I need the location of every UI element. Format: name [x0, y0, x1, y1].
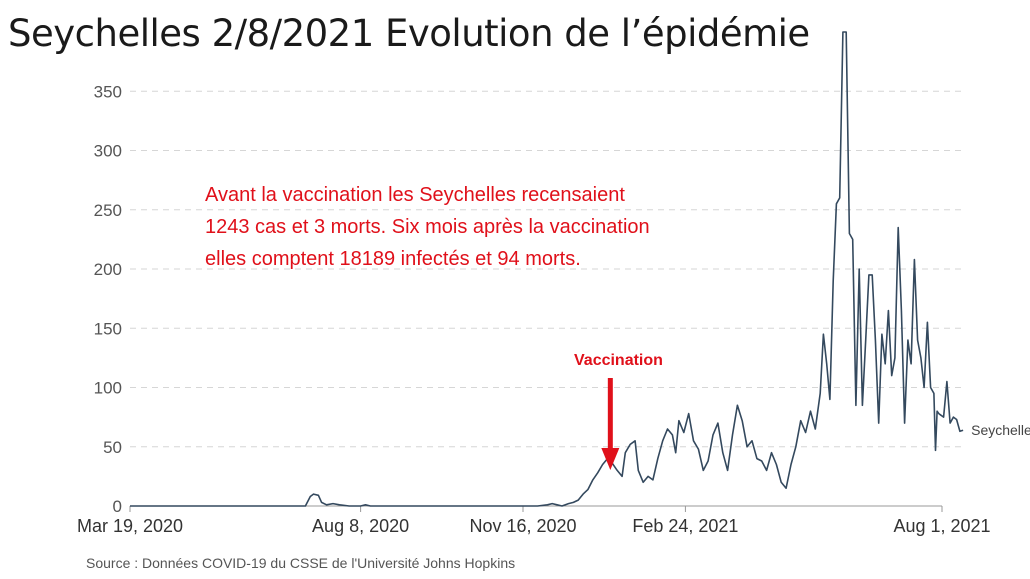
x-tick-label: Nov 16, 2020 — [469, 516, 576, 536]
y-tick-label: 200 — [94, 260, 122, 279]
y-tick-label: 100 — [94, 379, 122, 398]
x-tick-label: Aug 1, 2021 — [893, 516, 990, 536]
series-line-seychelles — [130, 31, 964, 507]
series-label: Seychelles — [971, 422, 1030, 438]
grid-lines — [130, 90, 962, 448]
vaccination-arrow — [601, 378, 620, 470]
y-tick-label: 50 — [103, 438, 122, 457]
annotation-line-2: 1243 cas et 3 morts. Six mois après la v… — [205, 216, 650, 238]
y-axis: 0 50 100 150 200 250 300 350 — [94, 82, 122, 516]
y-tick-label: 0 — [113, 497, 122, 516]
source-note: Source : Données COVID-19 du CSSE de l'U… — [86, 555, 516, 571]
x-tick-label: Feb 24, 2021 — [632, 516, 738, 536]
vaccination-label: Vaccination — [574, 352, 663, 369]
series-layer: Seychelles — [130, 31, 1030, 507]
x-axis: Mar 19, 2020 Aug 8, 2020 Nov 16, 2020 Feb 2… — [77, 505, 991, 536]
chart-title: Seychelles 2/8/2021 Evolution de l’épidé… — [8, 12, 810, 55]
y-tick-label: 150 — [94, 319, 122, 338]
x-tick-label: Mar 19, 2020 — [77, 516, 183, 536]
annotation-line-1: Avant la vaccination les Seychelles rece… — [205, 184, 625, 206]
y-tick-label: 350 — [94, 82, 122, 101]
arrow-head — [601, 448, 620, 470]
y-tick-label: 300 — [94, 142, 122, 161]
annotation-line-3: elles comptent 18189 infectés et 94 mort… — [205, 248, 581, 270]
x-tick-label: Aug 8, 2020 — [312, 516, 409, 536]
y-tick-label: 250 — [94, 201, 122, 220]
